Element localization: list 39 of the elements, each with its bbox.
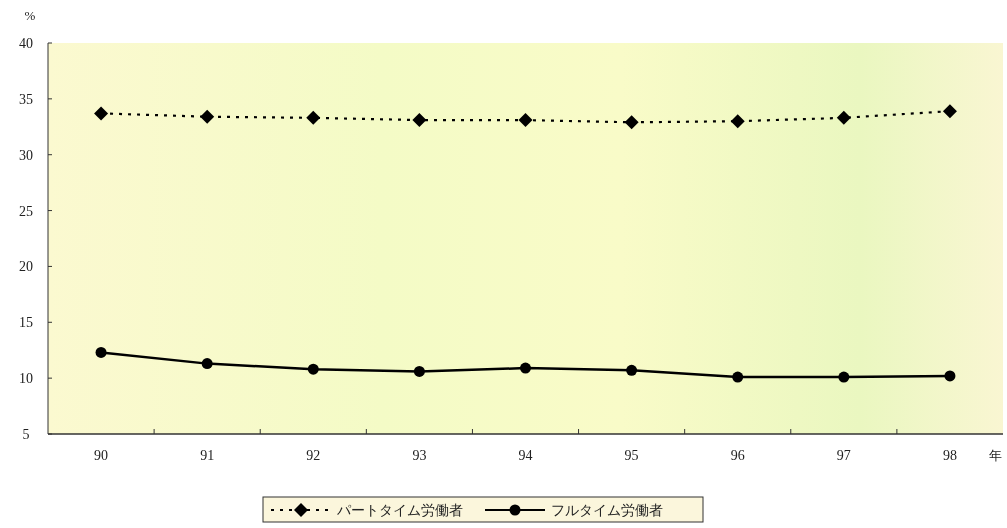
x-tick-label: 94 xyxy=(518,448,533,463)
x-tick-label: 92 xyxy=(306,448,321,463)
legend-label: フルタイム労働者 xyxy=(551,503,663,518)
x-tick-label: 98 xyxy=(942,448,957,463)
point xyxy=(200,109,215,124)
point xyxy=(836,110,851,125)
y-tick-label: 5 xyxy=(22,427,30,442)
y-tick-label: 15 xyxy=(19,315,33,331)
x-tick-label: 93 xyxy=(412,448,427,463)
point xyxy=(306,110,321,125)
x-tick-label: 95 xyxy=(624,448,639,463)
point xyxy=(732,371,744,383)
x-tick-label: 90 xyxy=(94,448,109,463)
y-tick-label: 35 xyxy=(19,91,33,107)
point xyxy=(201,358,213,370)
point xyxy=(413,365,425,377)
x-tick-label: 96 xyxy=(730,448,745,463)
point xyxy=(95,346,107,358)
legend-label: パートタイム労働者 xyxy=(336,503,463,518)
point xyxy=(624,115,639,130)
point xyxy=(838,371,850,383)
x-tick-label: 97 xyxy=(836,448,851,463)
point xyxy=(520,362,531,374)
point xyxy=(730,114,745,129)
x-axis-title: 年 xyxy=(988,448,1002,463)
x-tick-label: 91 xyxy=(200,448,215,463)
point xyxy=(626,364,638,376)
y-axis-title: % xyxy=(24,8,36,23)
point xyxy=(518,113,533,128)
point xyxy=(944,370,956,382)
y-tick-label: 10 xyxy=(19,371,33,387)
y-tick-label: 40 xyxy=(19,36,33,51)
point xyxy=(307,363,319,375)
point xyxy=(942,104,957,119)
y-tick-label: 30 xyxy=(19,147,33,163)
y-tick-label: 20 xyxy=(19,259,33,275)
y-tick-label: 25 xyxy=(19,203,33,219)
point xyxy=(94,106,109,121)
point xyxy=(412,113,427,128)
